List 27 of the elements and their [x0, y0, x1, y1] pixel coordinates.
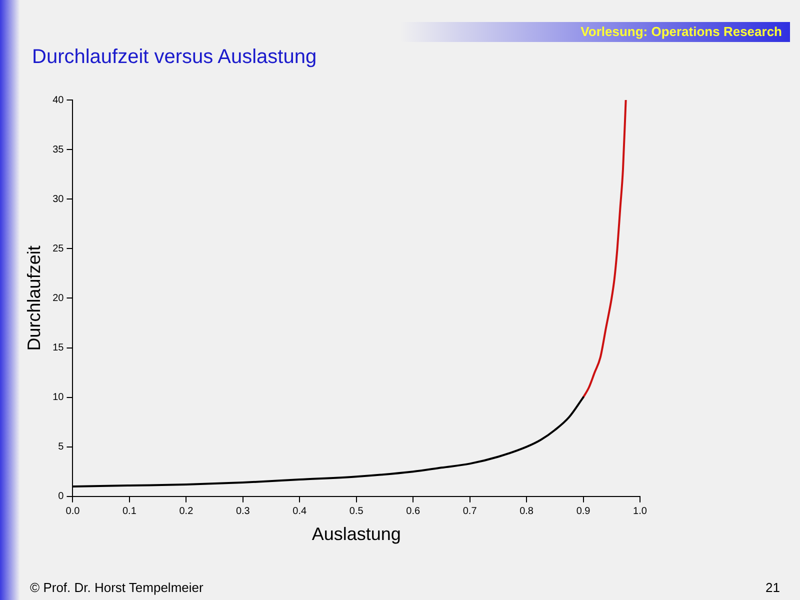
x-tick-label: 0.2 — [179, 506, 194, 518]
x-tick-label: 0.9 — [576, 506, 591, 518]
text: Vorlesung: Operations Research — [580, 24, 782, 39]
text: 21 — [766, 580, 780, 595]
y-tick-label: 15 — [52, 342, 64, 354]
y-tick-label: 10 — [52, 392, 64, 404]
x-tick-label: 0.6 — [406, 506, 420, 518]
y-tick-label: 30 — [52, 194, 64, 205]
y-tick-label: 20 — [52, 292, 64, 304]
y-tick-label: 5 — [58, 442, 64, 453]
x-tick-label: 1.0 — [633, 506, 648, 518]
text: © Prof. Dr. Horst Tempelmeier — [30, 580, 204, 595]
y-tick-label: 35 — [52, 144, 64, 156]
y-tick-label: 0 — [58, 491, 64, 502]
chart-title: Durchlaufzeit versus Auslastung — [32, 46, 317, 69]
x-tick-label: 0.1 — [122, 506, 137, 518]
x-axis-title: Auslastung — [312, 524, 401, 544]
x-tick-label: 0.8 — [520, 506, 534, 518]
y-axis-title: Durchlaufzeit — [24, 246, 44, 351]
x-tick-label: 0.0 — [66, 506, 80, 518]
x-tick-label: 0.4 — [292, 506, 308, 518]
x-tick-label: 0.3 — [236, 506, 250, 518]
y-tick-label: 40 — [52, 94, 64, 106]
y-tick-label: 25 — [52, 243, 64, 254]
line-series — [582, 100, 627, 398]
x-tick-label: 0.5 — [349, 506, 364, 518]
x-tick-label: 0.7 — [462, 506, 478, 518]
